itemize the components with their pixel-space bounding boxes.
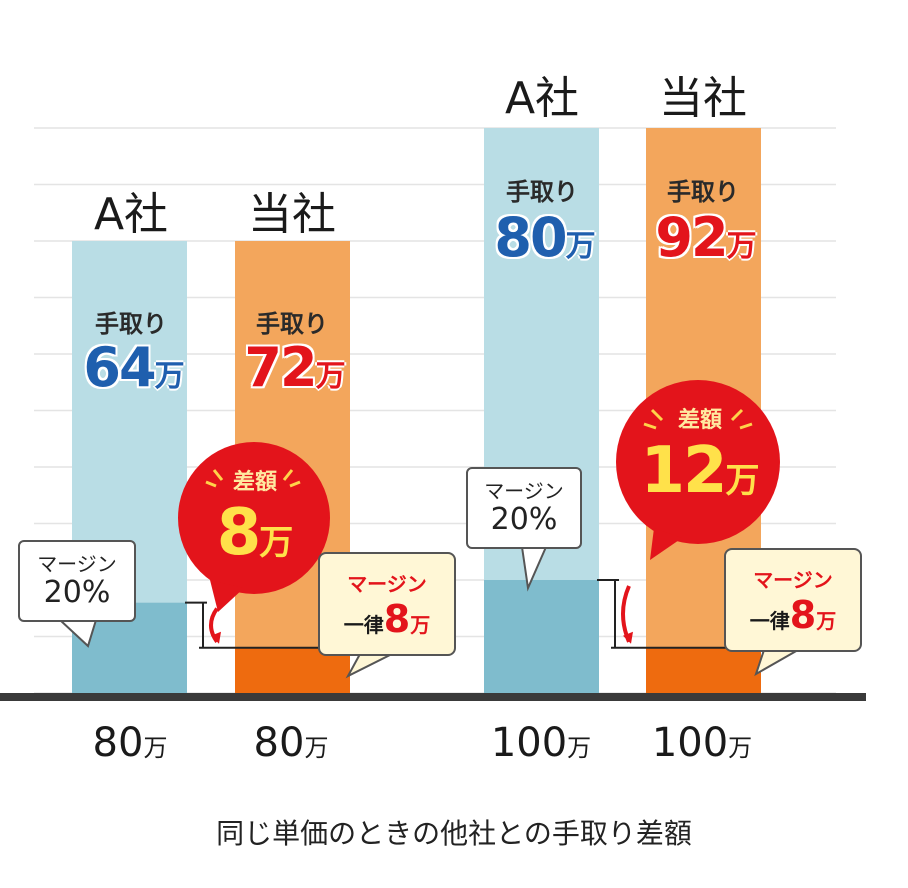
- diff-arrow: [621, 585, 631, 643]
- diff-label-80: 差額 8万: [180, 464, 330, 570]
- burst-mark: [739, 422, 753, 430]
- diff-amount: 8万: [180, 496, 330, 570]
- takehome-value-a-80: 64万: [44, 336, 224, 399]
- xtick-unit: 万: [304, 734, 329, 762]
- xtick-unit: 万: [728, 734, 753, 762]
- takehome-label-a-80: 手取り: [95, 310, 167, 338]
- xtick-number: 100: [651, 720, 729, 766]
- margin-flat-value: 一律8万: [726, 593, 860, 637]
- diff-bubble-tail: [210, 580, 244, 612]
- takehome-label-own-100: 手取り: [667, 178, 739, 206]
- chart-caption: 同じ単価のときの他社との手取り差額: [216, 817, 692, 850]
- takehome-value-a-100: 80万: [455, 206, 635, 269]
- diff-number: 8: [216, 496, 262, 570]
- xtick-a-80: 80万: [40, 720, 220, 766]
- xtick-own-80: 80万: [201, 720, 381, 766]
- margin-callout-a-80: マージン 20%: [18, 540, 136, 622]
- company-label-own-80: 当社: [248, 189, 336, 240]
- takehome-unit: 万: [154, 359, 185, 394]
- xtick-a-100: 100万: [451, 720, 631, 766]
- diff-bubble-80: [178, 442, 330, 594]
- xtick-unit: 万: [567, 734, 592, 762]
- margin-percent: 20%: [43, 575, 111, 610]
- takehome-unit: 万: [726, 229, 757, 264]
- burst-mark: [289, 480, 301, 488]
- xtick-number: 80: [92, 720, 144, 766]
- callout-tail: [754, 649, 802, 677]
- margin-number: 8: [383, 597, 411, 641]
- takehome-number: 72: [244, 336, 317, 399]
- diff-amount: 12万: [620, 434, 780, 508]
- diff-arrowhead: [211, 631, 221, 644]
- margin-flat-value: 一律8万: [320, 597, 454, 641]
- burst-mark: [650, 408, 664, 422]
- company-label-a-80: A社: [93, 189, 169, 240]
- burst-mark: [282, 469, 294, 481]
- bar-margin-a-100: [484, 580, 599, 693]
- margin-callout-own-80: マージン 一律8万: [318, 552, 456, 656]
- xtick-number: 100: [490, 720, 568, 766]
- diff-unit: 万: [725, 461, 760, 501]
- margin-label: マージン: [347, 572, 427, 596]
- takehome-value-own-80: 72万: [205, 336, 385, 399]
- company-label-a-100: A社: [504, 73, 580, 124]
- margin-unit: 万: [816, 609, 837, 633]
- bar-margin-own-100: [646, 647, 761, 693]
- xtick-own-100: 100万: [612, 720, 792, 766]
- callout-tail: [345, 653, 393, 679]
- diff-label-100: 差額 12万: [620, 402, 780, 508]
- takehome-number: 92: [655, 206, 728, 269]
- takehome-unit: 万: [315, 359, 346, 394]
- diff-unit: 万: [259, 523, 294, 563]
- takehome-number: 64: [83, 336, 156, 399]
- takehome-number: 80: [494, 206, 567, 269]
- diff-title: 差額: [677, 408, 722, 433]
- margin-label: マージン: [37, 552, 117, 576]
- annotations: [57, 380, 802, 679]
- diff-arrowhead: [623, 631, 633, 644]
- xtick-number: 80: [253, 720, 305, 766]
- margin-label: マージン: [484, 479, 564, 503]
- burst-mark: [212, 469, 224, 481]
- diff-number: 12: [640, 434, 727, 508]
- company-label-own-100: 当社: [659, 73, 747, 124]
- margin-prefix: 一律: [343, 613, 384, 637]
- margin-label: マージン: [753, 568, 833, 592]
- margin-percent: 20%: [490, 502, 558, 537]
- takehome-label-own-80: 手取り: [256, 310, 328, 338]
- diff-bubble-tail: [650, 528, 682, 560]
- margin-number: 8: [789, 593, 817, 637]
- burst-mark: [730, 408, 744, 422]
- margin-callout-own-100: マージン 一律8万: [724, 548, 862, 652]
- margin-callout-a-100: マージン 20%: [466, 467, 582, 549]
- margin-prefix: 一律: [749, 609, 790, 633]
- burst-mark: [643, 422, 657, 430]
- burst-mark: [205, 480, 217, 488]
- takehome-label-a-100: 手取り: [506, 178, 578, 206]
- takehome-unit: 万: [565, 229, 596, 264]
- margin-unit: 万: [410, 613, 431, 637]
- diff-title: 差額: [232, 470, 277, 495]
- takehome-value-own-100: 92万: [616, 206, 796, 269]
- xtick-unit: 万: [143, 734, 168, 762]
- diff-bubble-100: [616, 380, 780, 544]
